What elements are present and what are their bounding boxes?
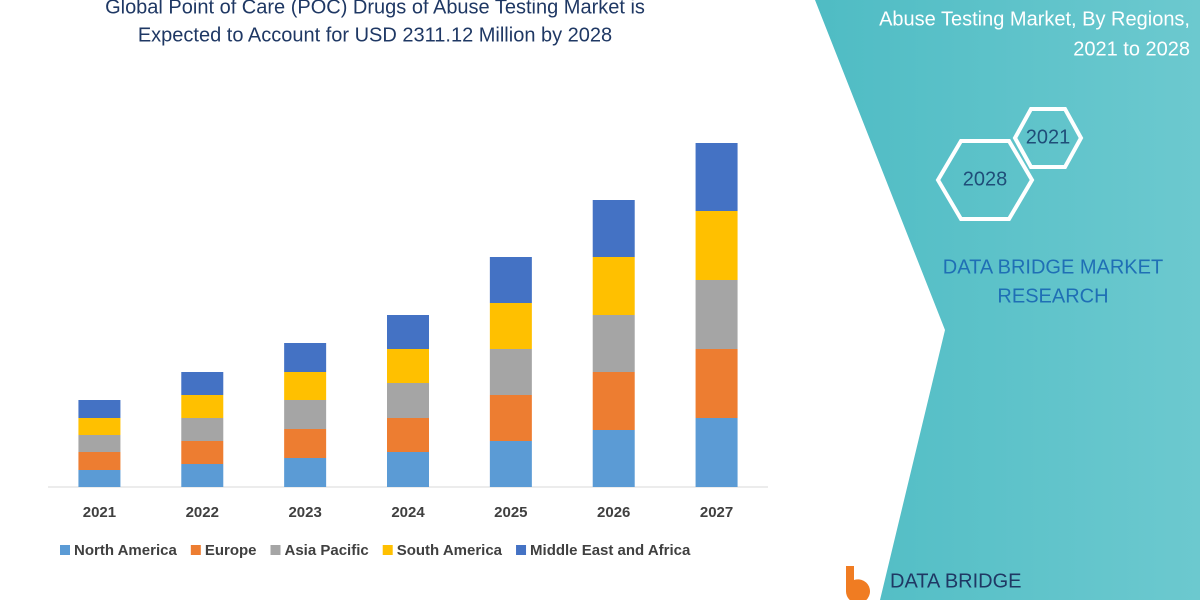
bar-segment <box>78 435 121 452</box>
x-tick-label: 2027 <box>700 504 733 521</box>
logo-text: DATA BRIDGE <box>890 570 1022 592</box>
brand-text: RESEARCH <box>997 285 1108 307</box>
bar-segment <box>592 430 635 487</box>
hexagon <box>1012 107 1084 169</box>
legend-swatch <box>382 545 393 555</box>
bar-segment <box>387 418 429 452</box>
bar-segment <box>695 143 738 211</box>
chart-title: Global Point of Care (POC) Drugs of Abus… <box>105 0 645 18</box>
x-tick-label: 2022 <box>186 504 219 521</box>
hexagon-label: 2021 <box>1026 126 1071 148</box>
bar-segment <box>387 452 429 487</box>
bar-segment <box>387 349 429 383</box>
hexagon-label: 2028 <box>963 168 1008 190</box>
x-tick-label: 2021 <box>83 504 116 521</box>
bar-segment <box>78 418 121 435</box>
bar-segment <box>387 315 429 349</box>
bar-segment <box>78 400 121 418</box>
bar-segment <box>695 418 738 487</box>
legend-swatch <box>190 545 201 555</box>
bar-segment <box>181 464 224 487</box>
bar-segment <box>695 211 738 280</box>
bar-segment <box>592 372 635 430</box>
bar-segment <box>181 441 224 464</box>
bar-segment <box>284 372 327 400</box>
legend-swatch <box>60 545 70 555</box>
x-tick-label: 2023 <box>288 504 321 521</box>
bar-segment <box>284 429 327 458</box>
side-panel <box>815 0 1200 600</box>
legend-label: Middle East and Africa <box>530 542 691 559</box>
bar-segment <box>695 280 738 349</box>
bar-segment <box>284 400 327 429</box>
bar-segment <box>181 395 224 418</box>
x-tick-label: 2026 <box>597 504 630 521</box>
x-tick-label: 2024 <box>391 504 425 521</box>
bar-segment <box>592 315 635 372</box>
bar-segment <box>592 200 635 257</box>
legend-label: Asia Pacific <box>285 542 369 559</box>
x-tick-label: 2025 <box>494 504 527 521</box>
bar-segment <box>695 349 738 418</box>
legend-label: North America <box>74 542 177 559</box>
panel-subtitle: Abuse Testing Market, By Regions, <box>879 8 1190 30</box>
bar-segment <box>284 343 327 372</box>
chart-title: Expected to Account for USD 2311.12 Mill… <box>138 24 612 46</box>
legend-swatch <box>516 545 527 555</box>
bar-segment <box>387 383 429 418</box>
bar-segment <box>592 257 635 315</box>
brand-text: DATA BRIDGE MARKET <box>943 256 1163 278</box>
bar-segment <box>489 349 532 395</box>
legend-label: Europe <box>205 542 257 559</box>
bar-segment <box>181 418 224 441</box>
bar-segment <box>489 257 532 303</box>
bar-segment <box>284 458 327 487</box>
bar-segment <box>78 452 121 470</box>
logo-icon <box>845 566 870 600</box>
bar-segment <box>181 372 224 395</box>
panel-subtitle: 2021 to 2028 <box>1073 38 1190 60</box>
legend-label: South America <box>397 542 503 559</box>
legend-swatch <box>270 545 281 555</box>
bar-segment <box>489 441 532 487</box>
bar-segment <box>78 470 121 487</box>
hexagon <box>935 139 1035 221</box>
bar-segment <box>489 303 532 349</box>
bar-segment <box>489 395 532 441</box>
